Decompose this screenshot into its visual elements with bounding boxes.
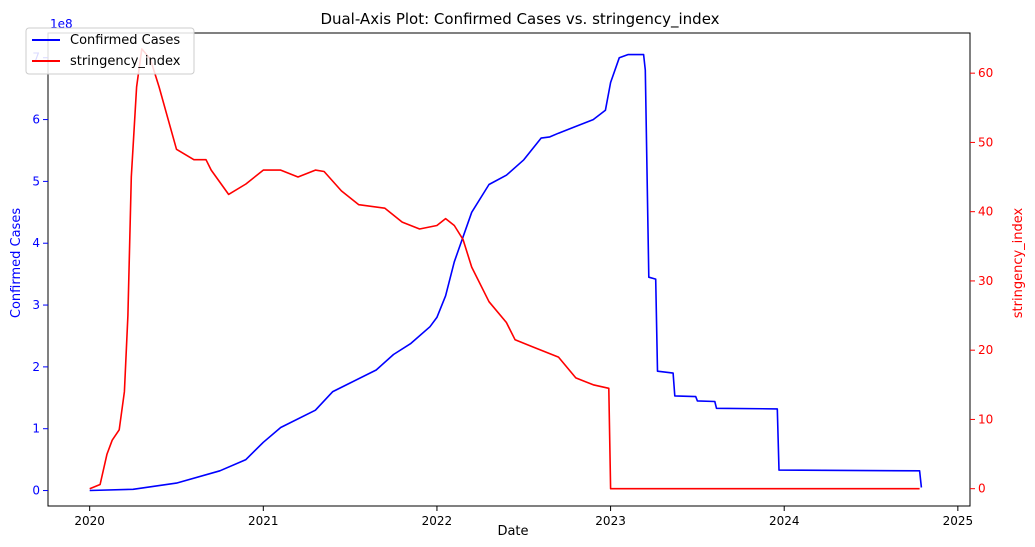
x-tick-label: 2021 [248,514,279,528]
series-layer [89,48,923,492]
right-axis-label: stringency_index [1011,207,1026,318]
plot-frame [47,32,971,507]
right-tick-label: 50 [978,135,993,149]
legend: Confirmed Cases stringency_index [25,27,195,75]
left-tick-label: 6 [32,113,40,127]
right-tick-label: 20 [978,343,993,357]
right-tick-label: 60 [978,66,993,80]
legend-label-confirmed-cases: Confirmed Cases [70,33,180,48]
x-tick-label: 2025 [943,514,974,528]
series-line-stringency-index [89,48,920,490]
right-axis-ticks: 0 10 20 30 40 50 60 [970,66,993,496]
legend-label-stringency-index: stringency_index [70,54,181,69]
x-tick-label: 2024 [769,514,800,528]
x-axis-ticks: 2020 2021 2022 2023 2024 2025 [74,506,973,528]
left-tick-label: 2 [32,360,40,374]
right-tick-label: 30 [978,274,993,288]
series-line-confirmed-cases [89,53,923,492]
left-tick-label: 3 [32,298,40,312]
left-tick-label: 4 [32,236,40,250]
left-tick-label: 0 [32,484,40,498]
left-axis-label: Confirmed Cases [9,208,24,318]
right-tick-label: 40 [978,205,993,219]
x-tick-label: 2023 [595,514,626,528]
left-tick-label: 5 [32,174,40,188]
x-axis-label: Date [497,524,528,539]
x-tick-label: 2022 [422,514,453,528]
left-tick-label: 1 [32,422,40,436]
plot-area [47,32,971,507]
legend-box [25,27,195,75]
x-tick-label: 2020 [74,514,105,528]
chart-title: Dual-Axis Plot: Confirmed Cases vs. stri… [320,10,719,29]
right-tick-label: 10 [978,412,993,426]
right-tick-label: 0 [978,482,986,496]
